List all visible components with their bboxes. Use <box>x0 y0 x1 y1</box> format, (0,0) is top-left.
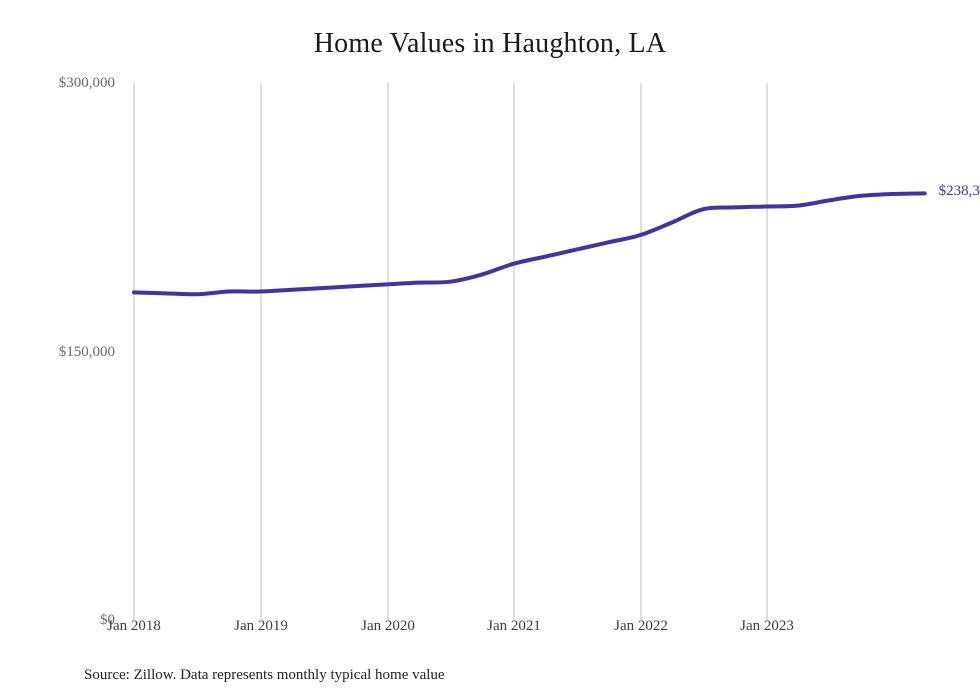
x-tick-label-jan-2022: Jan 2022 <box>614 618 668 634</box>
gridlines <box>133 83 768 620</box>
y-tick-label-0: $0 <box>100 612 115 628</box>
x-tick-label-jan-2020: Jan 2020 <box>361 618 415 634</box>
data-series-line <box>132 191 927 297</box>
x-tick-label-jan-2023: Jan 2023 <box>740 618 794 634</box>
source-note: Source: Zillow. Data represents monthly … <box>84 667 445 683</box>
y-tick-label-300000: $300,000 <box>58 75 115 91</box>
x-tick-label-jan-2021: Jan 2021 <box>487 618 541 634</box>
y-tick-label-150000: $150,000 <box>58 344 115 360</box>
x-tick-label-jan-2018: Jan 2018 <box>107 618 161 634</box>
x-tick-label-jan-2019: Jan 2019 <box>234 618 288 634</box>
page-title: Home Values in Haughton, LA <box>313 28 667 59</box>
end-value-annotation: $238,316 <box>938 183 980 200</box>
